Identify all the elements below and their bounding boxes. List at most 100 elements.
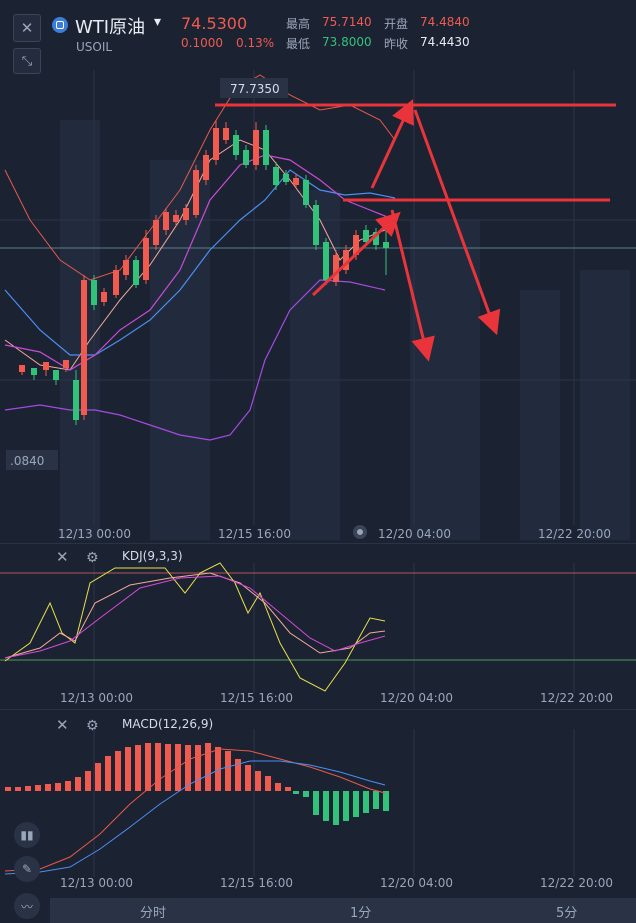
candlesticks bbox=[19, 120, 389, 425]
left-price-label-box bbox=[6, 450, 58, 470]
macd-bar bbox=[195, 745, 201, 791]
kdj-time-tick: 12/20 04:00 bbox=[380, 691, 453, 705]
down-arrow-short bbox=[390, 209, 435, 362]
candle-body bbox=[383, 242, 389, 248]
macd-time-tick: 12/20 04:00 bbox=[380, 876, 453, 890]
peak-label-box bbox=[220, 78, 288, 98]
open-value: 74.4840 bbox=[420, 15, 470, 29]
candle-body bbox=[101, 292, 107, 302]
macd-bar bbox=[75, 777, 81, 791]
gear-icon[interactable]: ⚙ bbox=[86, 550, 99, 566]
symbol-badge-icon bbox=[52, 17, 68, 33]
macd-bar bbox=[85, 771, 91, 791]
macd-bar bbox=[275, 783, 281, 791]
quote-header bbox=[0, 0, 636, 70]
candle-body bbox=[163, 212, 169, 230]
close-icon: ✕ bbox=[20, 19, 34, 37]
gear-icon[interactable]: ⚙ bbox=[86, 718, 99, 734]
macd-bar bbox=[185, 745, 191, 791]
indicator-icon: 〰 bbox=[20, 899, 33, 914]
draw-button[interactable]: ✎ bbox=[14, 856, 40, 882]
symbol-dropdown-icon[interactable]: ▾ bbox=[154, 14, 162, 30]
close-button[interactable]: ✕ bbox=[13, 14, 41, 42]
peak-label: 77.7350 bbox=[230, 82, 280, 96]
symbol-title[interactable]: WTI原油 bbox=[75, 17, 146, 38]
collapse-icon: ⤡ bbox=[21, 53, 33, 69]
candles-button[interactable]: ▮▮ bbox=[14, 822, 40, 848]
collapse-button[interactable]: ⤡ bbox=[13, 48, 41, 74]
macd-label: MACD(12,26,9) bbox=[122, 717, 213, 731]
macd-bar bbox=[145, 743, 151, 791]
candle-body bbox=[183, 208, 189, 220]
macd-bar bbox=[155, 743, 161, 791]
macd-dif-line bbox=[4, 748, 386, 872]
kdj-time-tick: 12/15 16:00 bbox=[220, 691, 293, 705]
ma-fast-line bbox=[4, 139, 386, 371]
candle-body bbox=[273, 167, 279, 185]
macd-bar bbox=[25, 786, 31, 791]
macd-bar bbox=[293, 791, 299, 794]
candle-body bbox=[43, 362, 49, 370]
up-arrow-short bbox=[311, 211, 401, 297]
timeframe-bar bbox=[50, 898, 636, 923]
macd-close-icon[interactable]: ✕ bbox=[56, 716, 69, 734]
candle-body bbox=[173, 215, 179, 222]
macd-bar bbox=[255, 771, 261, 791]
macd-bar bbox=[373, 791, 379, 809]
indicator-button[interactable]: 〰 bbox=[14, 893, 40, 919]
macd-bar bbox=[125, 747, 131, 791]
macd-bar bbox=[115, 751, 121, 791]
kdj-panel[interactable]: ✕ ⚙ KDJ(9,3,3) 12/13 00:00 12/15 16:00 1… bbox=[0, 543, 636, 709]
macd-bar bbox=[35, 785, 41, 791]
main-price-chart[interactable]: 77.7350 .0840 12/13 00:00 12/15 16:00 12… bbox=[0, 70, 636, 543]
price-change-pct: 0.13% bbox=[236, 36, 275, 50]
left-price-label: .0840 bbox=[10, 454, 44, 468]
candle-body bbox=[213, 128, 219, 160]
macd-bar bbox=[343, 791, 349, 821]
macd-bar bbox=[303, 791, 309, 797]
candle-body bbox=[31, 368, 37, 375]
candle-body bbox=[313, 205, 319, 245]
macd-dea-line bbox=[4, 760, 386, 875]
macd-bar bbox=[333, 791, 339, 825]
macd-bar bbox=[105, 756, 111, 791]
candle-body bbox=[123, 260, 129, 275]
candle-body bbox=[253, 130, 259, 165]
candle-body bbox=[53, 370, 59, 380]
pen-icon: ✎ bbox=[21, 862, 33, 876]
last-price: 74.5300 bbox=[181, 14, 248, 33]
low-label: 最低 bbox=[286, 37, 311, 51]
kdj-label: KDJ(9,3,3) bbox=[122, 549, 183, 563]
candle-body bbox=[153, 220, 159, 245]
candle-body bbox=[243, 150, 249, 165]
main-time-tick: 12/15 16:00 bbox=[218, 527, 291, 541]
macd-bar bbox=[45, 784, 51, 791]
macd-bar bbox=[383, 791, 389, 811]
macd-bar bbox=[313, 791, 319, 815]
macd-bar bbox=[15, 787, 21, 791]
candle-body bbox=[19, 365, 25, 372]
main-time-tick: 12/20 04:00 bbox=[378, 527, 451, 541]
timeframe-tab[interactable]: 1分 bbox=[350, 906, 372, 921]
macd-bar bbox=[205, 743, 211, 791]
open-label: 开盘 bbox=[384, 17, 409, 31]
macd-bar bbox=[353, 791, 359, 817]
macd-bar bbox=[285, 787, 291, 791]
kdj-close-icon[interactable]: ✕ bbox=[56, 548, 69, 566]
main-time-tick: 12/13 00:00 bbox=[58, 527, 131, 541]
macd-bar bbox=[165, 744, 171, 791]
macd-bar bbox=[245, 765, 251, 791]
candle-body bbox=[363, 230, 369, 242]
kdj-j-line bbox=[4, 562, 386, 692]
timeframe-tab[interactable]: 5分 bbox=[556, 906, 578, 921]
candle-body bbox=[193, 170, 199, 215]
timeframe-tab[interactable]: 分时 bbox=[140, 906, 167, 921]
candle-body bbox=[143, 238, 149, 280]
macd-histogram bbox=[5, 743, 389, 825]
macd-panel[interactable]: ✕ ⚙ MACD(12,26,9) 12/13 00:00 12/15 16:0… bbox=[0, 709, 636, 898]
candle-body bbox=[233, 135, 239, 155]
candle-body bbox=[113, 270, 119, 295]
prev-close-label: 昨收 bbox=[384, 37, 409, 51]
macd-bar bbox=[225, 751, 231, 791]
macd-bar bbox=[135, 745, 141, 791]
